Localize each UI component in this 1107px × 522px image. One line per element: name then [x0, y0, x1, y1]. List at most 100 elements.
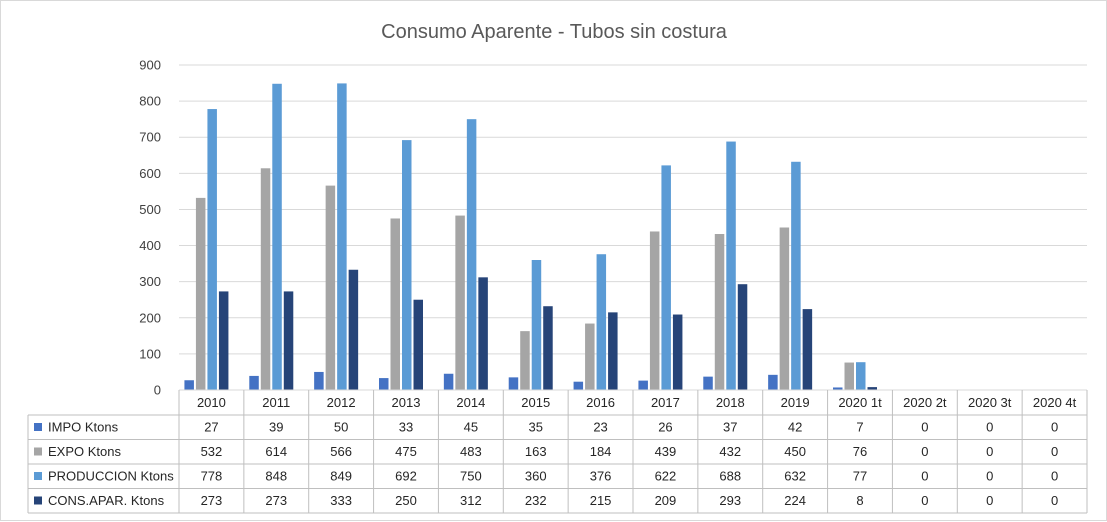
data-label: 232	[525, 493, 547, 508]
bar-impo-ktons	[703, 376, 713, 390]
data-label: 224	[784, 493, 806, 508]
x-tick-label: 2014	[456, 395, 485, 410]
legend-label: PRODUCCION Ktons	[48, 469, 174, 484]
data-label: 0	[986, 444, 993, 459]
x-tick-label: 2015	[521, 395, 550, 410]
data-label: 0	[1051, 420, 1058, 435]
data-label: 632	[784, 469, 806, 484]
bar-produccion-ktons	[272, 83, 282, 391]
data-label: 376	[590, 469, 612, 484]
data-label: 42	[788, 420, 802, 435]
bar-impo-ktons	[638, 380, 648, 390]
data-label: 209	[655, 493, 677, 508]
y-tick-label: 0	[154, 383, 161, 398]
y-tick-label: 400	[139, 238, 161, 253]
bar-cons-apar-ktons	[413, 299, 423, 390]
data-label: 688	[719, 469, 741, 484]
data-label: 77	[853, 469, 867, 484]
data-label: 0	[921, 444, 928, 459]
data-label: 0	[921, 493, 928, 508]
legend-swatch	[34, 423, 42, 431]
data-label: 360	[525, 469, 547, 484]
chart-title: Consumo Aparente - Tubos sin costura	[381, 21, 728, 43]
data-label: 35	[528, 420, 542, 435]
x-tick-label: 2017	[651, 395, 680, 410]
data-label: 39	[269, 420, 283, 435]
bar-produccion-ktons	[726, 141, 736, 390]
bar-impo-ktons	[768, 374, 778, 390]
bar-produccion-ktons	[856, 362, 866, 390]
bar-produccion-ktons	[402, 140, 412, 390]
y-tick-label: 500	[139, 202, 161, 217]
x-tick-label: 2013	[392, 395, 421, 410]
y-tick-label: 700	[139, 130, 161, 145]
data-label: 0	[1051, 469, 1058, 484]
x-tick-label: 2020 4t	[1033, 395, 1077, 410]
data-label: 432	[719, 444, 741, 459]
x-tick-label: 2011	[262, 395, 290, 410]
data-label: 0	[986, 493, 993, 508]
y-tick-label: 300	[139, 274, 161, 289]
x-tick-label: 2012	[327, 395, 356, 410]
data-label: 250	[395, 493, 417, 508]
bar-cons-apar-ktons	[608, 312, 618, 390]
data-label: 50	[334, 420, 348, 435]
data-label: 333	[330, 493, 352, 508]
bar-produccion-ktons	[207, 109, 217, 391]
data-label: 7	[856, 420, 863, 435]
legend-swatch	[34, 472, 42, 480]
data-label: 532	[201, 444, 223, 459]
data-label: 273	[201, 493, 223, 508]
data-label: 778	[201, 469, 223, 484]
legend-label: CONS.APAR. Ktons	[48, 493, 165, 508]
bar-expo-ktons	[649, 231, 660, 390]
data-label: 692	[395, 469, 417, 484]
data-label: 0	[1051, 444, 1058, 459]
bar-expo-ktons	[585, 323, 595, 390]
bar-impo-ktons	[443, 373, 454, 390]
bar-produccion-ktons	[791, 161, 801, 390]
data-label: 622	[655, 469, 677, 484]
data-label: 215	[590, 493, 612, 508]
bar-cons-apar-ktons	[478, 277, 488, 390]
data-label: 750	[460, 469, 482, 484]
bar-cons-apar-ktons	[348, 269, 359, 390]
bar-expo-ktons	[260, 168, 271, 390]
data-label: 0	[921, 420, 928, 435]
bar-cons-apar-ktons	[672, 314, 683, 390]
data-label: 163	[525, 444, 547, 459]
bar-produccion-ktons	[466, 119, 477, 391]
bar-impo-ktons	[379, 378, 389, 390]
bar-cons-apar-ktons	[283, 291, 294, 390]
bar-impo-ktons	[508, 377, 519, 390]
bar-produccion-ktons	[596, 254, 607, 390]
x-tick-label: 2020 3t	[968, 395, 1012, 410]
x-tick-label: 2020 1t	[838, 395, 882, 410]
bar-expo-ktons	[779, 227, 790, 390]
bars	[184, 83, 877, 391]
bar-produccion-ktons	[531, 260, 542, 390]
data-label: 45	[464, 420, 478, 435]
bar-expo-ktons	[390, 218, 400, 390]
data-label: 849	[330, 469, 352, 484]
data-label: 8	[856, 493, 863, 508]
bar-expo-ktons	[325, 185, 336, 390]
y-tick-label: 600	[139, 166, 161, 181]
bar-expo-ktons	[195, 197, 206, 390]
bar-impo-ktons	[573, 381, 584, 390]
data-label: 614	[265, 444, 287, 459]
data-label: 76	[853, 444, 867, 459]
data-label: 0	[921, 469, 928, 484]
y-tick-label: 100	[139, 346, 161, 361]
bar-cons-apar-ktons	[737, 284, 748, 390]
bar-impo-ktons	[184, 380, 194, 390]
bar-expo-ktons	[844, 362, 854, 390]
bar-cons-apar-ktons	[802, 309, 813, 390]
bar-cons-apar-ktons	[543, 306, 553, 390]
data-label: 475	[395, 444, 417, 459]
data-table: 2010 2011 2012 2013 2014 2015 2016 2017 2018 2019…	[27, 389, 1088, 514]
x-tick-label: 2020 2t	[903, 395, 947, 410]
legend-swatch	[34, 496, 42, 505]
data-label: 483	[460, 444, 482, 459]
